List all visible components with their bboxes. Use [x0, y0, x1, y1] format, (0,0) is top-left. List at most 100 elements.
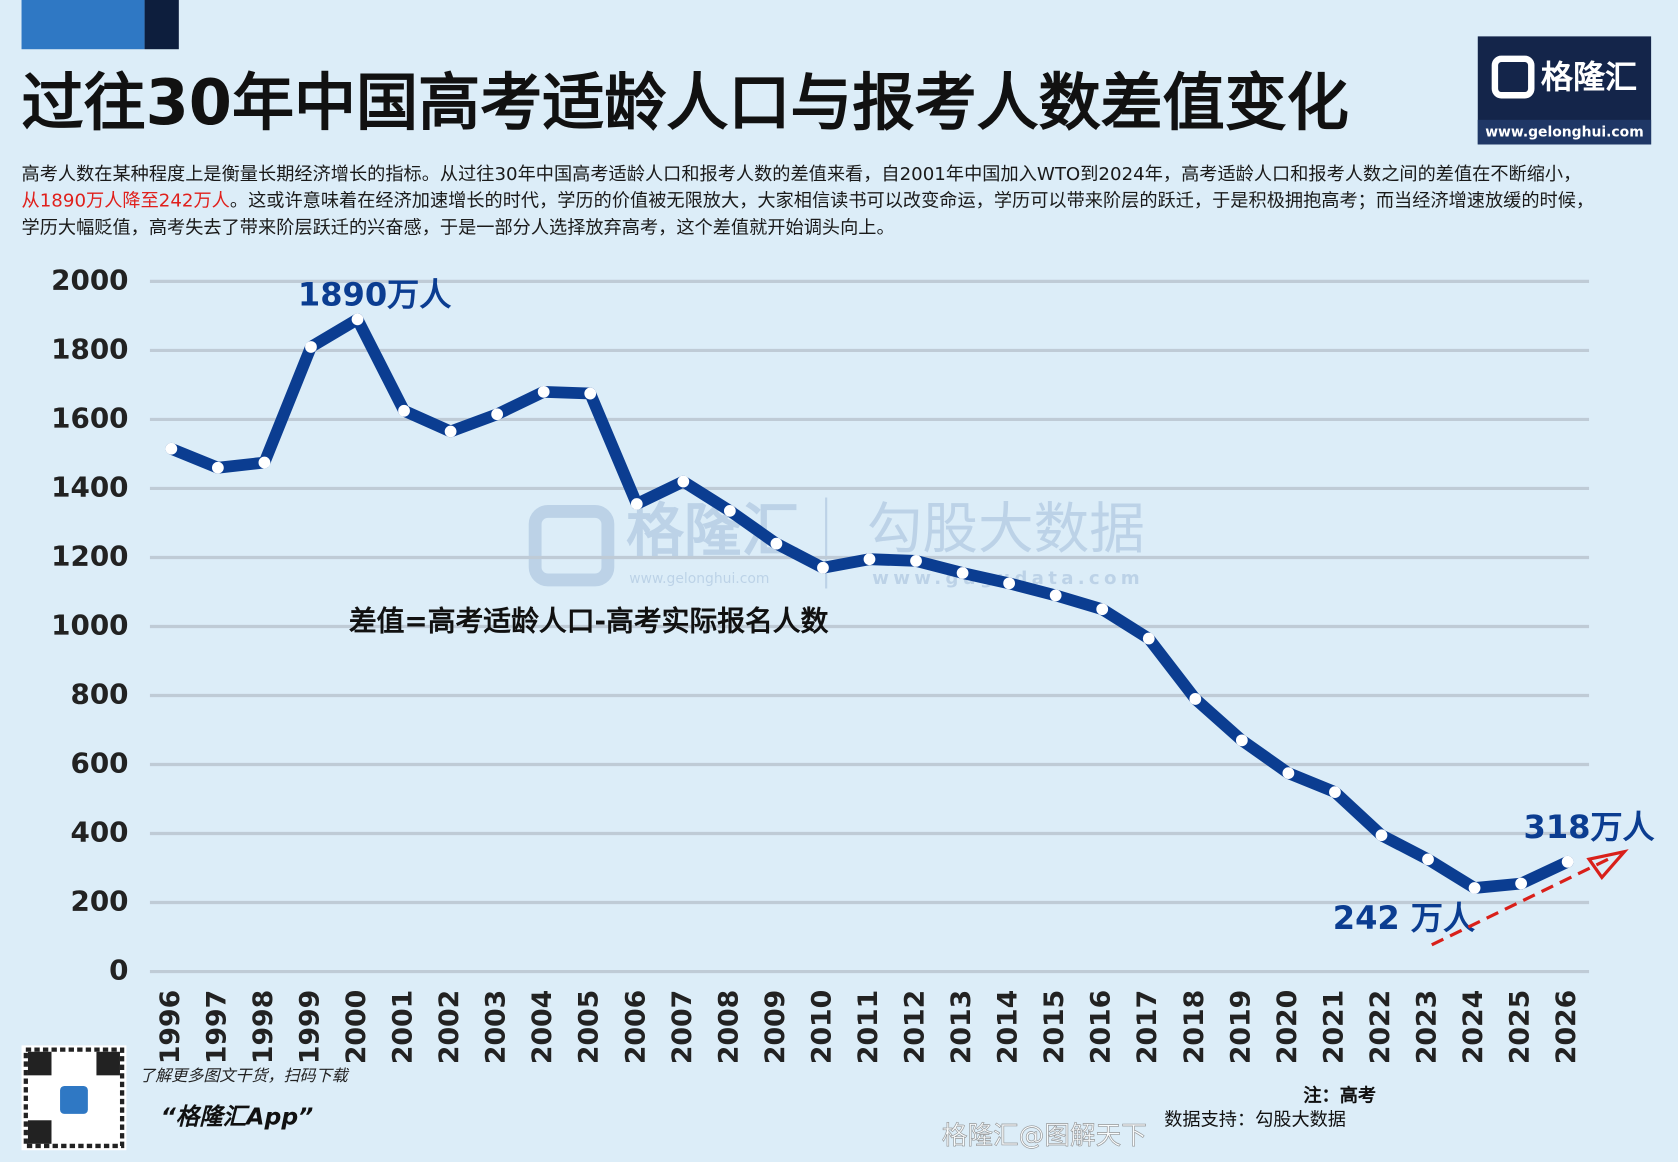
qr-logo	[60, 1086, 88, 1114]
data-point	[1235, 734, 1248, 747]
data-point	[211, 461, 224, 474]
x-tick-label: 2023	[1412, 990, 1443, 1064]
x-tick-label: 2024	[1458, 990, 1489, 1064]
y-tick-label: 1800	[51, 332, 128, 365]
x-tick-label: 2018	[1179, 990, 1210, 1064]
watermark-text: 格隆汇	[626, 497, 799, 565]
data-point	[1468, 882, 1481, 894]
y-tick-label: 1200	[51, 539, 128, 572]
trend-arrow-head	[1586, 849, 1629, 880]
description: 高考人数在某种程度上是衡量长期经济增长的指标。从过往30年中国高考适龄人口和报考…	[22, 162, 1595, 242]
data-point	[956, 567, 969, 579]
data-point	[1515, 877, 1527, 890]
y-tick-label: 1600	[51, 401, 128, 434]
data-point	[258, 456, 271, 469]
data-point	[1375, 829, 1388, 842]
data-point	[305, 341, 317, 353]
data-point	[584, 387, 597, 400]
x-tick-label: 2000	[341, 990, 372, 1064]
y-tick-label: 200	[71, 885, 129, 918]
data-point	[770, 537, 783, 550]
data-point	[910, 555, 922, 567]
data-point	[677, 475, 690, 488]
watermark: 格隆汇 www.gelonghui.com 勾股大数据 www.gugudata…	[528, 497, 1145, 589]
x-tick-label: 2013	[946, 990, 977, 1064]
x-tick-label: 2011	[853, 990, 884, 1064]
data-point	[537, 385, 550, 398]
x-tick-label: 2001	[388, 990, 419, 1064]
source: 数据支持：勾股大数据	[1164, 1109, 1346, 1130]
data-point	[351, 313, 364, 326]
x-tick-label: 2008	[713, 990, 744, 1064]
annotation: 1890万人	[298, 275, 451, 313]
x-tick-label: 1998	[248, 990, 279, 1064]
y-tick-label: 1000	[51, 608, 128, 641]
watermark-icon	[528, 505, 615, 587]
description-text: 高考人数在某种程度上是衡量长期经济增长的指标。从过往30年中国高考适龄人口和报考…	[21, 163, 1582, 186]
x-tick-label: 2006	[620, 990, 651, 1064]
data-point	[723, 504, 736, 517]
qr-pattern	[23, 1047, 125, 1149]
description-highlight: 从1890万人降至242万人	[21, 190, 230, 212]
qr-code	[21, 1045, 127, 1151]
x-tick-label: 1999	[294, 990, 325, 1064]
data-point	[1142, 632, 1155, 645]
x-tick-label: 2017	[1132, 990, 1163, 1064]
watermark-text: 勾股大数据	[867, 497, 1145, 562]
x-tick-label: 2020	[1272, 990, 1303, 1064]
data-point	[1561, 855, 1574, 868]
data-point	[863, 553, 876, 566]
x-tick-label: 2025	[1505, 990, 1536, 1064]
y-tick-label: 0	[109, 954, 128, 987]
logo: 格隆汇 www.gelonghui.com	[1477, 36, 1652, 145]
x-tick-label: 2004	[527, 990, 558, 1064]
x-tick-label: 2021	[1318, 990, 1349, 1064]
trend-arrow	[1431, 856, 1612, 947]
title: 过往30年中国高考适龄人口与报考人数差值变化	[22, 66, 1349, 139]
logo-icon	[1491, 55, 1535, 99]
x-tick-label: 2016	[1086, 990, 1117, 1064]
x-tick-label: 2005	[574, 990, 605, 1064]
qr-caption: 了解更多图文干货，扫码下载	[139, 1066, 349, 1085]
x-tick-label: 2026	[1551, 990, 1582, 1064]
y-tick-label: 800	[71, 677, 129, 710]
data-point	[1329, 786, 1341, 798]
x-tick-label: 2012	[900, 990, 931, 1064]
plot: 0 200 400 600 800 1000 1200 1400 1600 1800 2000 199…	[51, 263, 1654, 1064]
x-tick-label: 2010	[806, 990, 837, 1064]
qr-finder	[27, 1120, 52, 1144]
x-tick-label: 1997	[201, 990, 232, 1064]
y-tick-label: 2000	[51, 263, 128, 296]
watermark-url: www.gelonghui.com	[629, 571, 769, 587]
x-tick-label: 1996	[155, 990, 186, 1064]
data-point	[1049, 589, 1062, 602]
data-point	[1096, 603, 1109, 616]
x-tick-label: 2015	[1039, 990, 1070, 1064]
data-point	[1282, 767, 1295, 780]
data-point	[444, 425, 457, 438]
y-tick-label: 600	[71, 747, 129, 780]
data-point	[398, 404, 410, 417]
annotation: 318万人	[1523, 808, 1654, 846]
description-box: 高考人数在某种程度上是衡量长期经济增长的指标。从过往30年中国高考适龄人口和报考…	[22, 162, 1595, 242]
data-point	[165, 442, 178, 455]
x-tick-label: 2019	[1225, 990, 1256, 1064]
x-tick-label: 2003	[481, 990, 512, 1064]
logo-strip	[1477, 119, 1652, 145]
x-tick-label: 2009	[760, 990, 791, 1064]
note: 注：高考	[1303, 1085, 1376, 1107]
description-text: 。这或许意味着在经济加速增长的时代，学历的价值被无限放大，大家相信读书可以改变命…	[21, 190, 1595, 239]
x-tick-label: 2002	[434, 990, 465, 1064]
logo-name: 格隆汇	[1541, 58, 1637, 96]
annotation: 差值=高考适龄人口-高考实际报名人数	[349, 605, 829, 638]
data-point	[1003, 577, 1016, 590]
logo-url: www.gelonghui.com	[1485, 125, 1643, 141]
qr-finder	[96, 1051, 120, 1076]
data-point	[817, 561, 829, 574]
data-point	[1189, 693, 1202, 705]
y-tick-label: 400	[71, 816, 129, 849]
qr-finder	[27, 1051, 52, 1076]
